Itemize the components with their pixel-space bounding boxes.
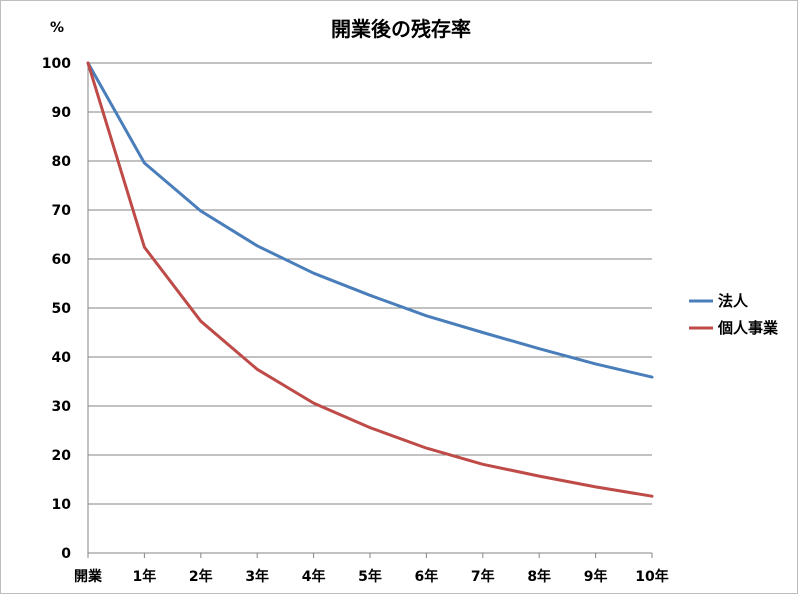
- x-tick-label: 4年: [302, 568, 326, 585]
- series-line-0: [86, 61, 654, 379]
- y-tick-labels: 0 10 20 30 40 50 60 70 80 90 100: [42, 56, 71, 562]
- series-lines: [86, 61, 654, 498]
- chart-title: 開業後の残存率: [331, 17, 471, 41]
- y-tick-label: 0: [61, 546, 71, 562]
- y-tick-label: 40: [52, 350, 72, 366]
- y-tick-label: 20: [52, 448, 72, 464]
- y-tick-label: 60: [52, 252, 72, 268]
- x-tick-label: 3年: [245, 568, 269, 585]
- x-tick-label: 8年: [527, 568, 551, 585]
- y-axis-unit: %: [50, 20, 64, 36]
- y-tick-label: 30: [52, 399, 72, 415]
- legend-label: 法人: [718, 292, 749, 310]
- x-tick-label: 9年: [584, 568, 608, 585]
- series-line-1: [86, 61, 654, 498]
- x-tick-label: 2年: [189, 568, 213, 585]
- x-tick-label: 開業: [74, 568, 103, 585]
- legend-label: 個人事業: [717, 319, 779, 337]
- x-tick-label: 10年: [635, 568, 668, 585]
- x-tick-label: 7年: [471, 568, 495, 585]
- y-tick-label: 90: [52, 105, 72, 121]
- x-tick-label: 5年: [358, 568, 382, 585]
- axes: [87, 63, 653, 558]
- x-tick-label: 6年: [415, 568, 439, 585]
- y-tick-label: 50: [52, 301, 72, 317]
- y-tick-label: 10: [52, 497, 72, 513]
- x-tick-label: 1年: [133, 568, 157, 585]
- y-tick-label: 80: [52, 154, 72, 170]
- x-tick-labels: 開業 1年 2年 3年 4年 5年 6年 7年 8年 9年 10年: [74, 568, 669, 585]
- y-tick-label: 70: [52, 203, 72, 219]
- gridlines: [88, 62, 652, 505]
- y-tick-label: 100: [42, 56, 71, 72]
